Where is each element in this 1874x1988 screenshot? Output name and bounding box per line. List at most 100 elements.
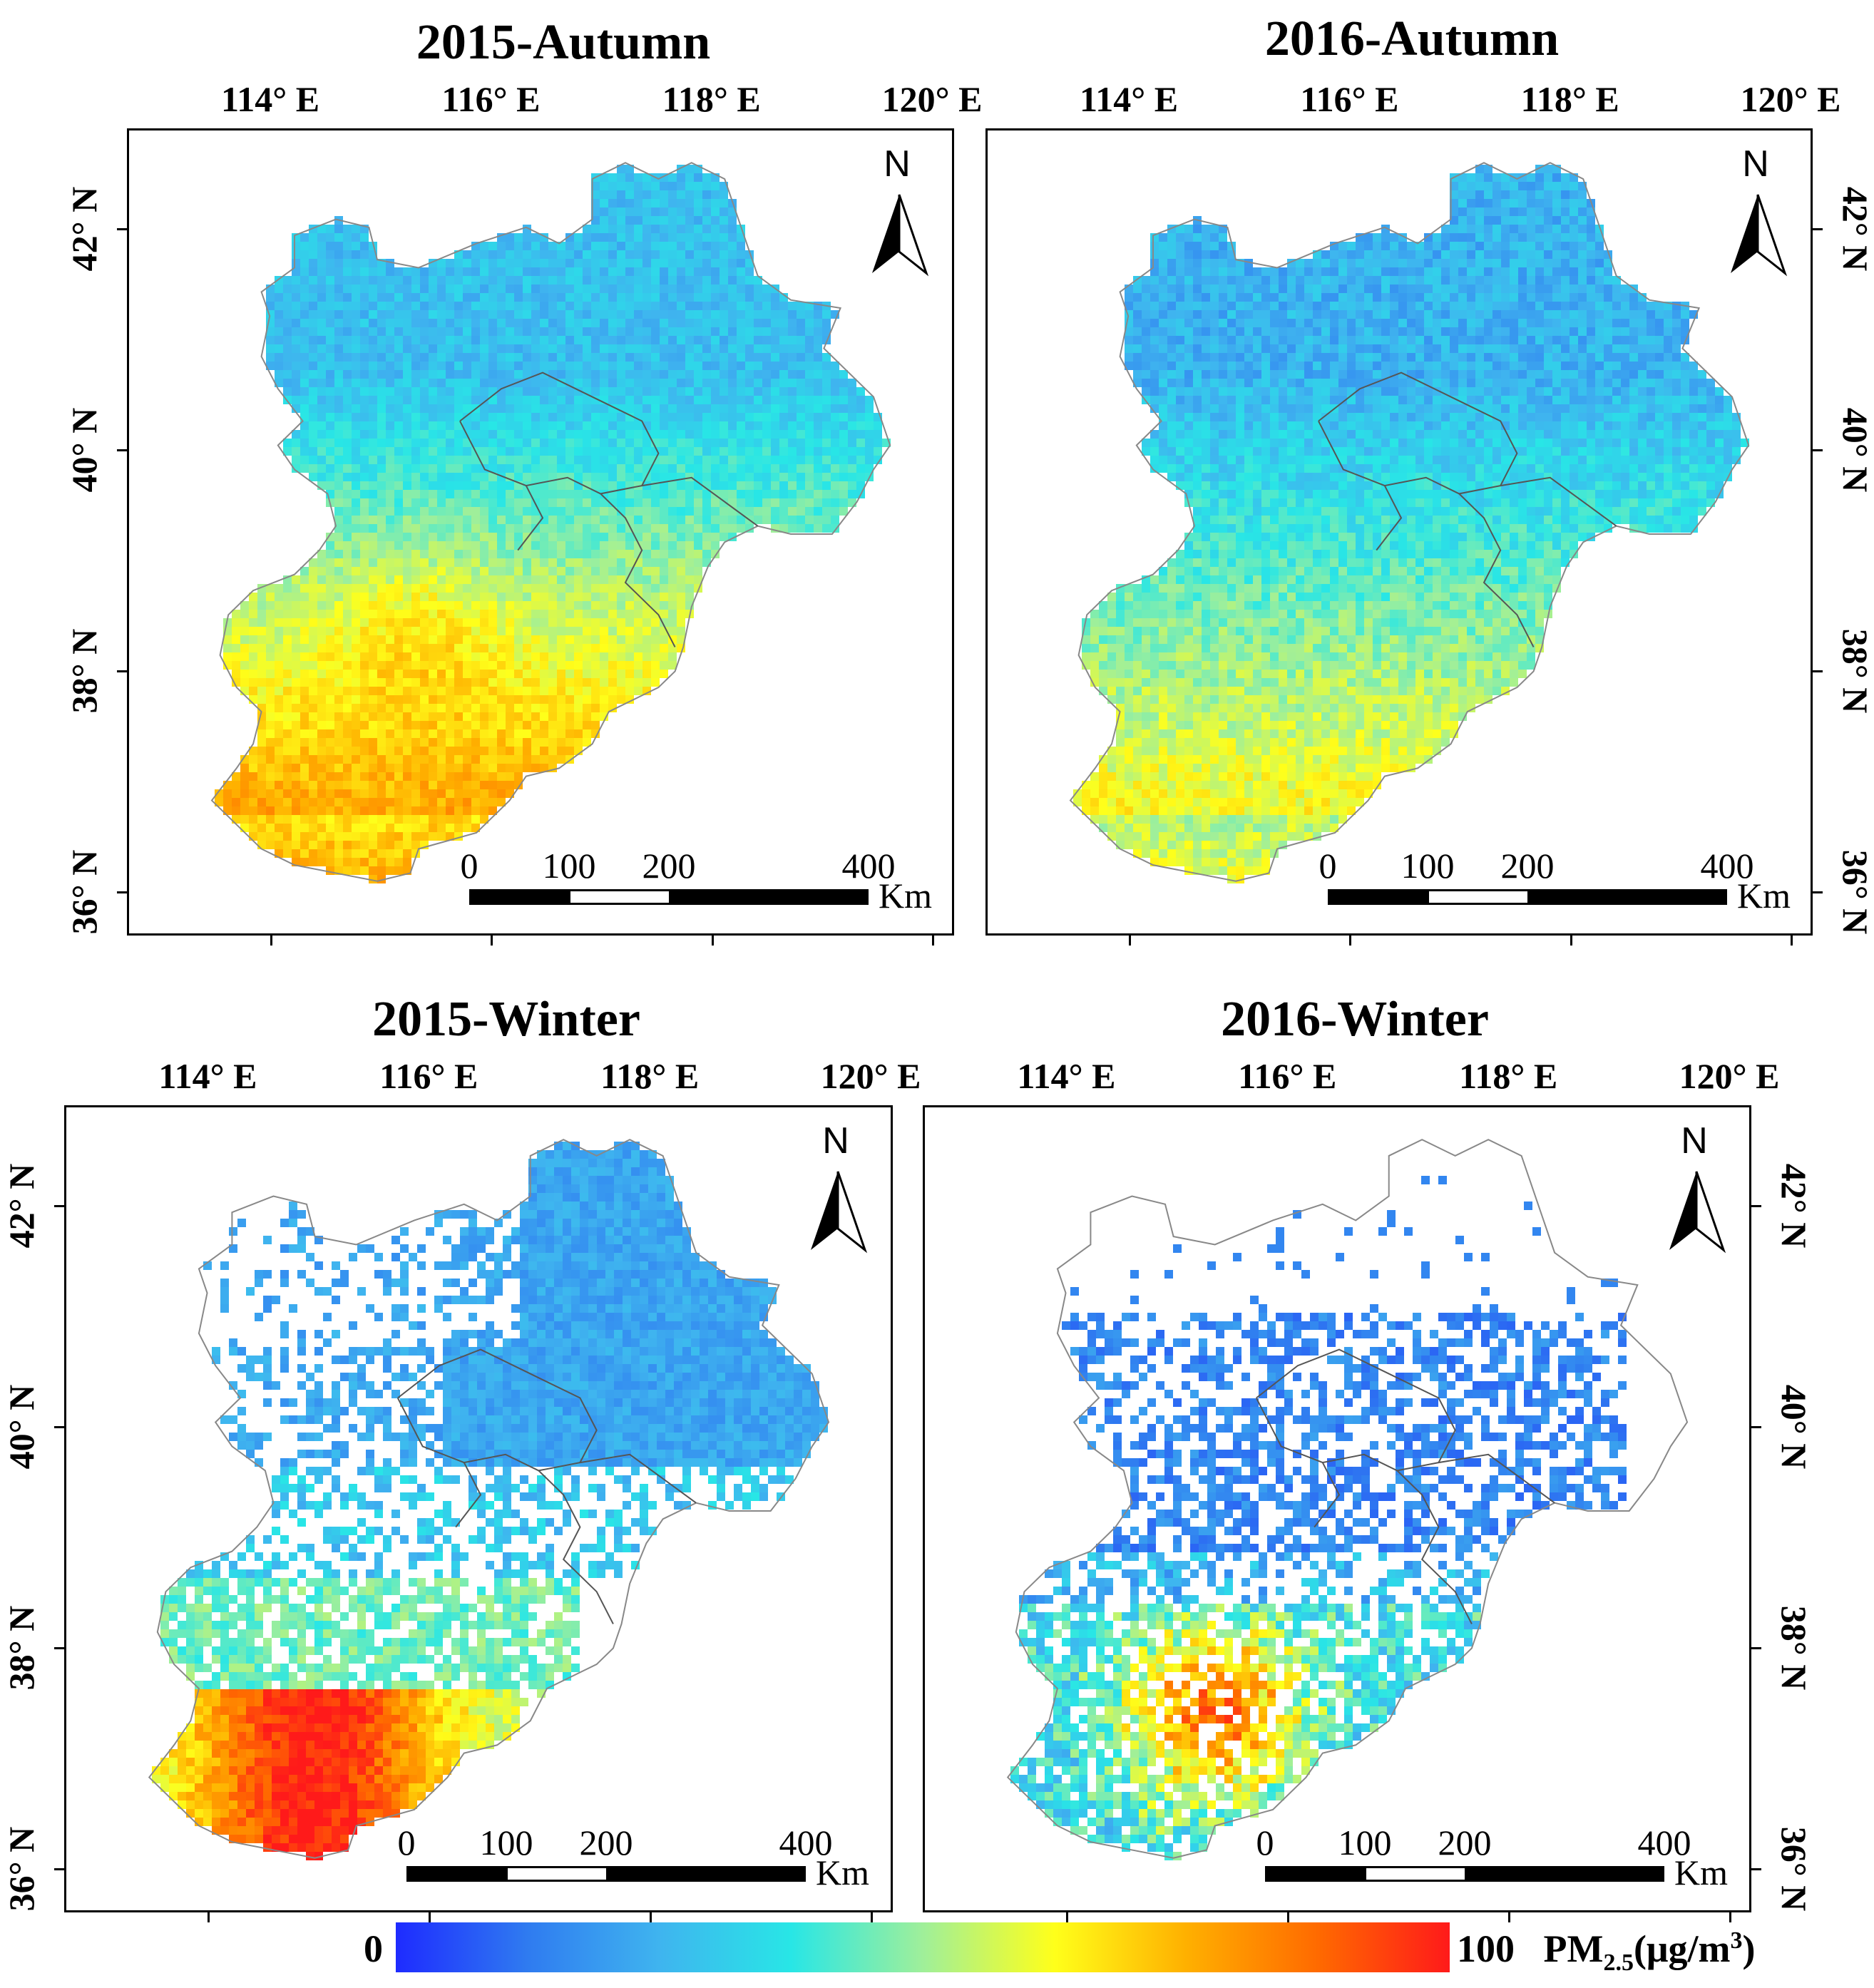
map-frame — [127, 128, 954, 936]
longitude-label: 116° E — [379, 1056, 478, 1096]
scale-label: 200 — [642, 846, 696, 886]
pixel-grid — [1073, 165, 1749, 883]
longitude-tick — [1066, 1912, 1069, 1922]
scale-segment — [409, 1868, 508, 1880]
north-arrow-icon — [1731, 194, 1788, 277]
longitude-label: 118° E — [1459, 1056, 1558, 1096]
scale-segment — [570, 891, 669, 903]
longitude-label: 120° E — [1740, 79, 1841, 119]
scale-label: 400 — [779, 1823, 833, 1863]
latitude-label: 38° N — [64, 628, 104, 714]
scale-segment — [471, 891, 570, 903]
province-boundary — [1500, 476, 1617, 527]
legend-unit-open: (μg/m — [1633, 1927, 1731, 1970]
latitude-label: 40° N — [1835, 407, 1874, 492]
scale-unit: Km — [1737, 876, 1791, 916]
scale-label: 200 — [1438, 1823, 1492, 1863]
legend-subscript: 2.5 — [1603, 1949, 1634, 1976]
province-boundary — [1396, 1470, 1473, 1624]
longitude-tick — [1729, 1912, 1731, 1922]
scale-label: 100 — [479, 1823, 533, 1863]
scale-bar — [1328, 889, 1727, 905]
legend-max-value: 100 — [1457, 1927, 1515, 1970]
latitude-label: 40° N — [1, 1384, 41, 1469]
province-boundary — [1458, 493, 1535, 647]
map-frame — [64, 1105, 893, 1912]
latitude-label: 36° N — [64, 849, 104, 935]
scale-label: 400 — [841, 846, 896, 886]
longitude-tick — [208, 1912, 210, 1922]
province-boundary — [1376, 485, 1403, 551]
scale-bar — [469, 889, 869, 905]
longitude-label: 118° E — [1520, 79, 1619, 119]
north-label: N — [822, 1120, 849, 1162]
latitude-label: 38° N — [1, 1605, 41, 1691]
province-boundary — [642, 476, 759, 527]
pm25-raster-map — [1069, 162, 1788, 883]
region-boundary — [1069, 162, 1750, 882]
scale-segment — [507, 1868, 606, 1880]
longitude-label: 118° E — [600, 1056, 700, 1096]
legend-color-bar — [396, 1922, 1450, 1972]
scale-label: 100 — [1338, 1823, 1392, 1863]
latitude-tick — [54, 1204, 64, 1207]
latitude-tick — [117, 891, 127, 893]
province-boundary — [396, 1348, 598, 1472]
latitude-tick — [54, 1867, 64, 1870]
panel-title: 2016-Winter — [1221, 992, 1489, 1047]
legend-variable: PM — [1543, 1927, 1604, 1970]
latitude-tick — [1751, 1867, 1761, 1870]
legend-unit-close: ) — [1742, 1927, 1756, 1970]
latitude-tick — [1813, 670, 1823, 672]
province-boundary — [1314, 1462, 1341, 1528]
latitude-tick — [1751, 1204, 1761, 1207]
scale-bar — [1265, 1866, 1664, 1882]
scale-label: 0 — [397, 1823, 416, 1863]
panel-title: 2016-Autumn — [1264, 11, 1560, 66]
longitude-label: 116° E — [441, 79, 541, 119]
latitude-label: 42° N — [64, 186, 104, 271]
latitude-tick — [117, 449, 127, 451]
scale-unit: Km — [879, 876, 932, 916]
longitude-tick — [1129, 936, 1132, 946]
north-arrow-icon — [811, 1171, 868, 1254]
north-arrow-icon — [1669, 1171, 1726, 1254]
latitude-tick — [117, 670, 127, 672]
panel-title: 2015-Winter — [372, 992, 640, 1047]
latitude-tick — [1813, 227, 1823, 230]
province-boundary — [455, 1462, 482, 1528]
scale-segment — [1428, 891, 1527, 903]
longitude-tick — [1570, 936, 1572, 946]
province-boundary — [1318, 372, 1518, 495]
longitude-tick — [1791, 936, 1793, 946]
north-label: N — [1681, 1120, 1708, 1162]
pm25-raster-map — [210, 162, 929, 883]
north-label: N — [1742, 143, 1769, 185]
scale-bar — [406, 1866, 806, 1882]
latitude-label: 36° N — [1774, 1826, 1814, 1912]
province-boundary — [1438, 1453, 1555, 1504]
longitude-label: 118° E — [662, 79, 761, 119]
longitude-label: 120° E — [1679, 1056, 1780, 1096]
scale-segment — [1267, 1868, 1366, 1880]
scale-segment — [1465, 1868, 1662, 1880]
latitude-tick — [54, 1425, 64, 1428]
scale-label: 400 — [1637, 1823, 1691, 1863]
latitude-label: 40° N — [1774, 1384, 1814, 1469]
latitude-tick — [1813, 891, 1823, 893]
scale-unit: Km — [816, 1853, 869, 1892]
scale-label: 100 — [1401, 846, 1455, 886]
longitude-label: 114° E — [221, 79, 320, 119]
latitude-label: 42° N — [1835, 186, 1874, 271]
scale-unit: Km — [1674, 1853, 1728, 1892]
region-boundary — [148, 1139, 830, 1859]
latitude-tick — [117, 227, 127, 230]
legend-unit-sup: 3 — [1730, 1927, 1743, 1954]
latitude-label: 36° N — [1835, 849, 1874, 935]
latitude-label: 38° N — [1774, 1605, 1814, 1691]
latitude-label: 40° N — [64, 407, 104, 492]
scale-segment — [1527, 891, 1725, 903]
region-boundary — [1006, 1139, 1689, 1859]
latitude-tick — [54, 1646, 64, 1649]
longitude-tick — [1287, 1912, 1290, 1922]
